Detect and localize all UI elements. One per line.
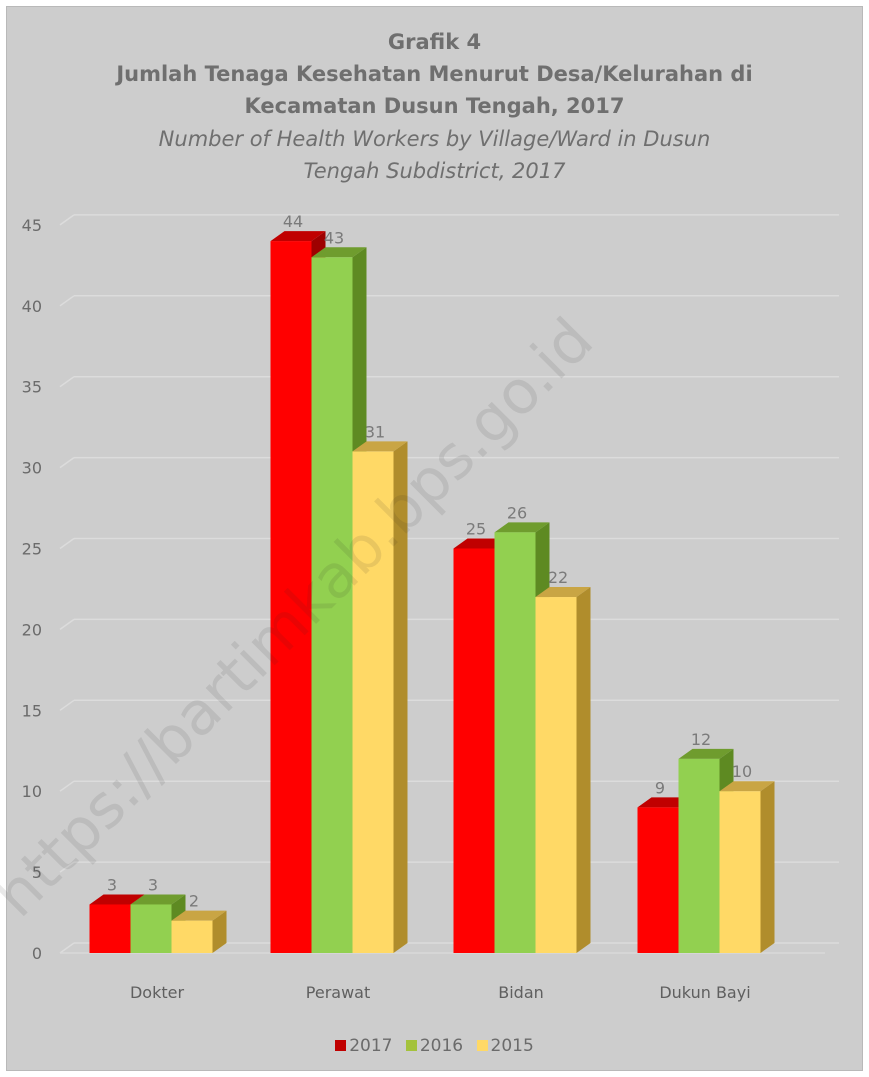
legend-swatch-2015: [476, 1039, 488, 1051]
gridline-depth: [59, 618, 75, 631]
bar-top: [171, 910, 227, 921]
gridline-depth: [59, 861, 75, 873]
legend-swatch-2016: [405, 1039, 417, 1051]
chart-subtitle-id-line2: Kecamatan Dusun Tengah, 2017: [244, 94, 625, 118]
gridline-depth: [59, 295, 75, 307]
data-label: 26: [507, 503, 527, 522]
bar-top: [130, 894, 186, 905]
gridline-depth: [59, 942, 75, 954]
legend-item-2017: 2017: [335, 1036, 392, 1056]
bar: [678, 758, 720, 953]
chart-legend: 2017 2016 2015: [0, 1036, 869, 1056]
bar: [494, 532, 536, 953]
y-tick-label: 45: [22, 216, 42, 235]
bar-side: [576, 587, 591, 953]
legend-label-2015: 2015: [490, 1036, 534, 1056]
gridline-depth: [59, 456, 75, 469]
gridline-depth: [59, 780, 75, 792]
gridline-depth: [59, 537, 75, 550]
y-tick-label: 5: [32, 863, 42, 882]
x-tick-label: Bidan: [498, 983, 544, 1002]
bar-top: [311, 247, 367, 258]
y-tick-label: 15: [22, 701, 42, 720]
y-tick-label: 0: [32, 944, 42, 963]
bar: [270, 241, 312, 953]
data-label: 9: [655, 778, 665, 797]
bar: [535, 597, 577, 953]
bar: [352, 451, 394, 953]
data-label: 31: [365, 422, 385, 441]
bar-side: [212, 910, 227, 953]
bar-top: [89, 894, 145, 905]
x-tick-label: Dokter: [130, 983, 184, 1002]
bar-top: [719, 781, 775, 792]
chart-subtitle-id-line1: Jumlah Tenaga Kesehatan Menurut Desa/Kel…: [116, 62, 753, 86]
y-tick-label: 40: [22, 297, 42, 316]
gridline-depth: [59, 376, 75, 388]
data-label: 3: [148, 875, 158, 894]
legend-label-2016: 2016: [419, 1036, 464, 1056]
chart-subtitle-en-line1: Number of Health Workers by Village/Ward…: [158, 127, 711, 151]
bar-side: [760, 781, 775, 953]
data-label: 10: [732, 762, 752, 781]
bar: [130, 904, 172, 953]
bar-top: [535, 587, 591, 598]
data-label: 3: [107, 875, 117, 894]
data-label: 44: [283, 212, 303, 231]
gridline-depth: [59, 699, 75, 711]
chart-title: Grafik 4: [387, 30, 482, 54]
y-tick-label: 10: [22, 782, 42, 801]
data-label: 22: [548, 568, 568, 587]
y-tick-label: 25: [22, 540, 42, 559]
bar: [89, 904, 131, 953]
bar: [311, 257, 353, 953]
legend-item-2016: 2016: [405, 1036, 464, 1056]
y-tick-label: 35: [22, 378, 42, 397]
bar: [637, 807, 679, 953]
x-tick-label: Dukun Bayi: [659, 983, 750, 1002]
data-label: 25: [466, 520, 486, 539]
legend-swatch-2017: [335, 1039, 347, 1051]
bar: [171, 920, 213, 953]
data-label: 12: [691, 730, 711, 749]
bar-top: [352, 441, 408, 452]
data-label: 2: [189, 892, 199, 911]
bar: [453, 548, 495, 953]
bar-side: [393, 441, 408, 953]
chart-subtitle-en-line2: Tengah Subdistrict, 2017: [303, 159, 566, 183]
data-label: 43: [324, 228, 344, 247]
gridline-depth: [59, 214, 75, 226]
bar: [719, 791, 761, 953]
bar-top: [678, 748, 734, 759]
x-tick-label: Perawat: [306, 983, 370, 1002]
bar-top: [270, 231, 326, 242]
y-tick-label: 30: [22, 459, 42, 478]
legend-item-2015: 2015: [476, 1036, 534, 1056]
bar-top: [494, 522, 550, 533]
legend-label-2017: 2017: [349, 1036, 393, 1056]
y-tick-label: 20: [22, 620, 42, 639]
